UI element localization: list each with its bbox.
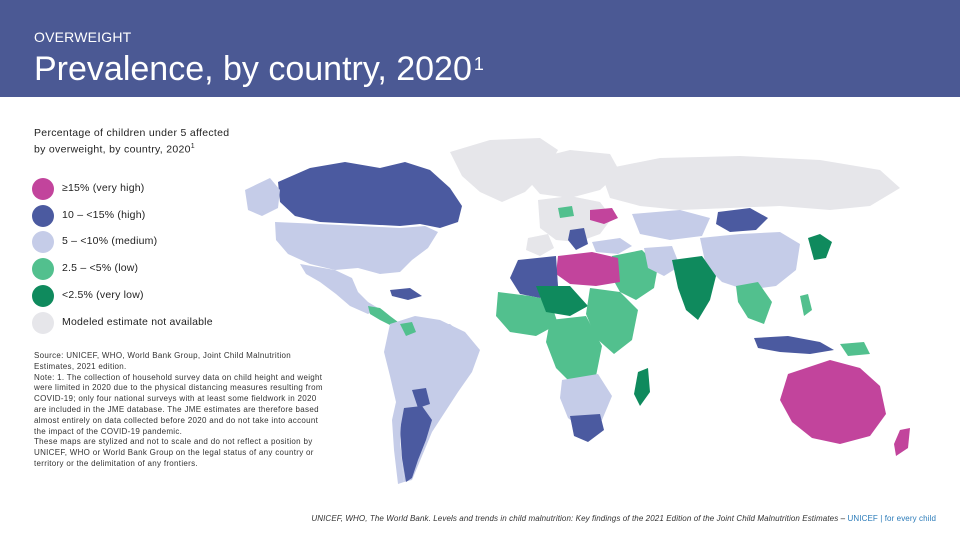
legend-item-na: Modeled estimate not available (32, 312, 252, 334)
legend-item-very-low: <2.5% (very low) (32, 285, 252, 307)
legend-swatch-very-high (32, 178, 54, 200)
region-china (700, 232, 800, 290)
region-caribbean (390, 288, 422, 300)
region-central-africa (546, 316, 602, 386)
legend-swatch-low (32, 258, 54, 280)
region-philippines (800, 294, 812, 316)
region-balkans (568, 228, 588, 250)
footer-citation: UNICEF, WHO, The World Bank. Levels and … (311, 514, 936, 523)
region-europe-north (526, 150, 620, 198)
source-note: Source: UNICEF, WHO, World Bank Group, J… (34, 351, 323, 468)
legend-item-medium: 5 – <10% (medium) (32, 231, 252, 253)
region-korea-japan (808, 234, 832, 260)
region-australia (780, 360, 886, 444)
region-kazakhstan (632, 210, 710, 240)
region-europe-west (538, 196, 612, 242)
region-usa (275, 222, 438, 274)
region-iran (644, 246, 680, 276)
region-mongolia (716, 208, 768, 232)
map-description: Percentage of children under 5 affected … (34, 126, 234, 157)
world-map (245, 138, 910, 484)
region-russia (600, 156, 900, 210)
legend-label-very-low: <2.5% (very low) (62, 289, 144, 301)
legend-item-low: 2.5 – <5% (low) (32, 258, 252, 280)
intro-text: Percentage of children under 5 affected … (34, 127, 230, 156)
legend-item-high: 10 – <15% (high) (32, 205, 252, 227)
footer-citation-text: UNICEF, WHO, The World Bank. Levels and … (311, 514, 846, 523)
region-madagascar (634, 368, 650, 406)
region-east-africa (586, 288, 638, 354)
region-guiana (400, 322, 416, 336)
legend-swatch-na (32, 312, 54, 334)
region-middle-east (610, 250, 658, 300)
legend-label-high: 10 – <15% (high) (62, 209, 146, 221)
region-canada (278, 162, 462, 228)
region-mexico (300, 264, 378, 314)
region-south-africa (570, 414, 604, 442)
intro-superscript: 1 (190, 143, 195, 150)
header-banner: OVERWEIGHT Prevalence, by country, 2020 1 (0, 0, 960, 97)
region-indonesia (754, 336, 834, 354)
region-poland (558, 206, 574, 218)
legend-swatch-high (32, 205, 54, 227)
region-turkey (592, 238, 632, 254)
region-iberia (526, 234, 554, 256)
kicker-label: OVERWEIGHT (34, 29, 132, 45)
legend-swatch-medium (32, 231, 54, 253)
region-chile (392, 402, 404, 484)
region-argentina (400, 406, 432, 482)
region-png (840, 342, 870, 356)
region-central-america (368, 306, 398, 326)
region-southeast-asia (736, 282, 772, 324)
region-greenland (450, 138, 558, 202)
region-new-zealand (894, 428, 910, 456)
legend-label-very-high: ≥15% (very high) (62, 182, 145, 194)
footer-brand: UNICEF | for every child (847, 514, 936, 523)
legend-swatch-very-low (32, 285, 54, 307)
region-ukraine (590, 208, 618, 224)
region-brazil-north (422, 324, 472, 362)
legend-label-na: Modeled estimate not available (62, 316, 213, 328)
region-north-africa (556, 252, 620, 286)
legend-label-medium: 5 – <10% (medium) (62, 235, 158, 247)
legend-item-very-high: ≥15% (very high) (32, 178, 252, 200)
region-paraguay (412, 388, 430, 408)
region-alaska (245, 178, 280, 216)
region-south-asia (672, 256, 716, 320)
title-text: Prevalence, by country, 2020 (34, 50, 472, 88)
region-sahel (536, 286, 588, 316)
legend-label-low: 2.5 – <5% (low) (62, 262, 139, 274)
title-superscript: 1 (473, 54, 484, 74)
region-west-africa (496, 292, 558, 336)
page-title: Prevalence, by country, 2020 1 (34, 50, 484, 89)
